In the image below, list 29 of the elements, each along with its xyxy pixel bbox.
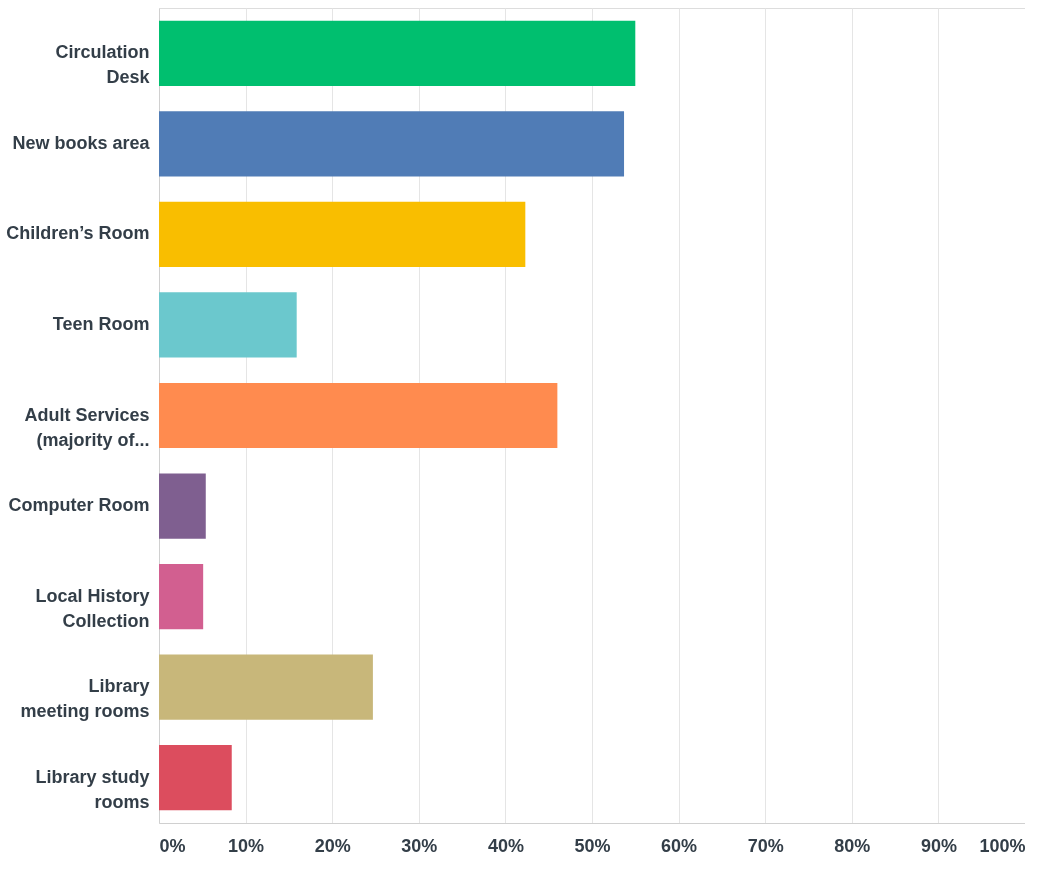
x-tick-label: 30% bbox=[401, 835, 438, 856]
bar bbox=[159, 654, 373, 720]
bar bbox=[159, 745, 232, 811]
x-tick-label: 90% bbox=[920, 835, 957, 856]
y-tick-label: Children’s Room bbox=[6, 223, 150, 244]
bar bbox=[159, 201, 526, 267]
y-tick-label: Local History Collection bbox=[35, 585, 150, 631]
x-tick-label: 100% bbox=[979, 835, 1026, 856]
y-tick-label: Library study rooms bbox=[35, 766, 150, 812]
y-tick-label: Teen Room bbox=[52, 313, 150, 334]
y-tick-label: Computer Room bbox=[8, 495, 150, 516]
y-tick-label: New books area bbox=[12, 132, 151, 153]
x-tick-label: 80% bbox=[834, 835, 871, 856]
bar bbox=[159, 292, 297, 358]
bar bbox=[159, 564, 204, 630]
x-tick-label: 0% bbox=[159, 835, 186, 856]
bar bbox=[159, 111, 625, 177]
bar bbox=[159, 20, 636, 86]
x-tick-label: 40% bbox=[487, 835, 524, 856]
bar bbox=[159, 473, 206, 539]
x-tick-label: 60% bbox=[661, 835, 698, 856]
x-tick-label: 50% bbox=[574, 835, 611, 856]
bar bbox=[159, 382, 558, 449]
x-tick-label: 20% bbox=[314, 835, 351, 856]
x-tick-label: 70% bbox=[747, 835, 784, 856]
y-tick-label: Circulation Desk bbox=[55, 42, 151, 88]
y-tick-label: Library meeting rooms bbox=[20, 676, 150, 722]
x-tick-label: 10% bbox=[228, 835, 265, 856]
y-tick-label: Adult Services (majority of... bbox=[24, 404, 150, 450]
